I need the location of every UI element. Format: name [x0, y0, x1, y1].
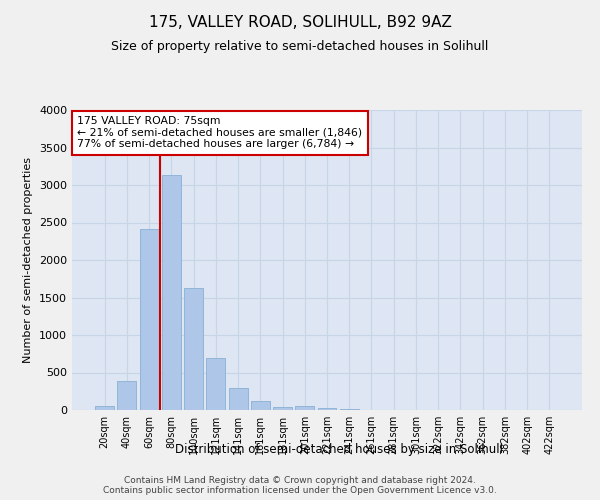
- Y-axis label: Number of semi-detached properties: Number of semi-detached properties: [23, 157, 34, 363]
- Bar: [140, 228, 158, 410]
- Bar: [184, 288, 203, 410]
- Text: 175, VALLEY ROAD, SOLIHULL, B92 9AZ: 175, VALLEY ROAD, SOLIHULL, B92 9AZ: [149, 15, 451, 30]
- Bar: [273, 406, 292, 410]
- Text: 175 VALLEY ROAD: 75sqm
← 21% of semi-detached houses are smaller (1,846)
77% of : 175 VALLEY ROAD: 75sqm ← 21% of semi-det…: [77, 116, 362, 149]
- Bar: [295, 406, 314, 410]
- Bar: [95, 406, 114, 410]
- Text: Distribution of semi-detached houses by size in Solihull: Distribution of semi-detached houses by …: [175, 442, 503, 456]
- Bar: [229, 388, 248, 410]
- Text: Contains HM Land Registry data © Crown copyright and database right 2024.
Contai: Contains HM Land Registry data © Crown c…: [103, 476, 497, 495]
- Bar: [162, 176, 181, 410]
- Text: Size of property relative to semi-detached houses in Solihull: Size of property relative to semi-detach…: [112, 40, 488, 53]
- Bar: [317, 408, 337, 410]
- Bar: [340, 409, 359, 410]
- Bar: [251, 401, 270, 410]
- Bar: [206, 358, 225, 410]
- Bar: [118, 381, 136, 410]
